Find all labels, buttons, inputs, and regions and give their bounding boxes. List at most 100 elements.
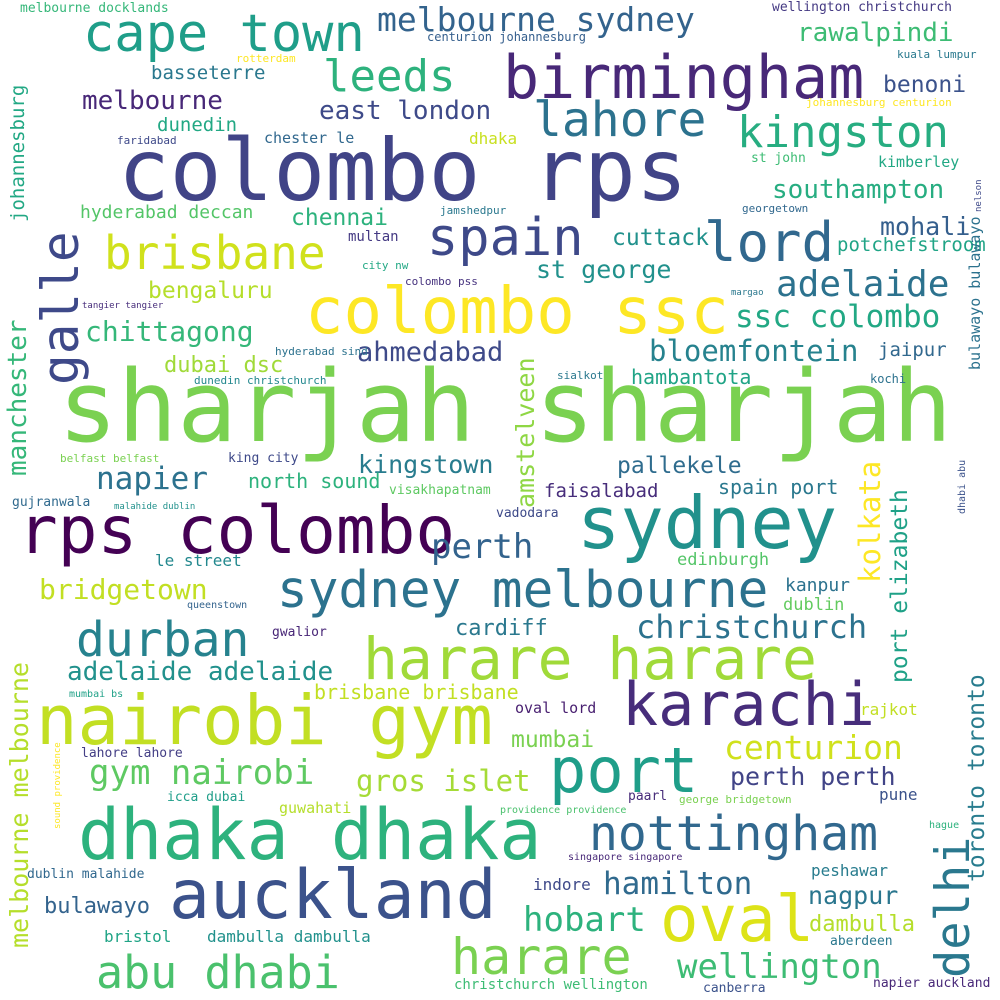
word-dambulla-dambulla: dambulla dambulla [207, 927, 371, 946]
word-kochi: kochi [870, 372, 907, 386]
word-st-john: st john [751, 151, 806, 166]
word-pallekele: pallekele [617, 453, 742, 479]
word-colombo-ssc: colombo ssc [305, 275, 729, 349]
word-delhi: kolkata [853, 460, 887, 583]
word-jaipur: jaipur [878, 339, 947, 361]
word-sydney-melbourne: sydney melbourne [277, 561, 769, 620]
word-hobart: hobart [523, 900, 646, 940]
word-harare: harare [451, 928, 632, 986]
word-cardiff: cardiff [455, 616, 548, 641]
word-dhaka: dhaka [469, 129, 518, 148]
word-kimberley: kimberley [878, 153, 960, 171]
word-peshawar: peshawar [811, 861, 889, 880]
word-brisbane: brisbane [104, 226, 326, 280]
word-sharjah-sharjah: sharjah sharjah [58, 350, 953, 465]
word-dambulla: dambulla [809, 912, 915, 937]
word-johannesburg: manchester [3, 319, 33, 476]
word-hamilton: hamilton [603, 866, 753, 902]
word-mohali: mohali [880, 212, 971, 241]
word-edinburgh: edinburgh [677, 550, 770, 570]
word-centurion-johannesburg: centurion johannesburg [427, 30, 586, 44]
word-oval: oval [660, 883, 815, 957]
word-nelson: dhabi abu [957, 459, 968, 514]
word-lord: lord [704, 211, 835, 274]
word-tangier-tangier: tangier tangier [82, 301, 164, 311]
word-basseterre: basseterre [151, 62, 266, 84]
word-dublin-malahide: dublin malahide [27, 867, 145, 882]
word-rajkot: rajkot [860, 700, 918, 719]
word-multan: multan [348, 229, 399, 245]
word-lahore-lahore: lahore lahore [81, 746, 183, 761]
word-harare-harare: harare harare [363, 625, 817, 693]
word-gwalior: gwalior [272, 625, 327, 640]
word-chennai: chennai [291, 205, 388, 231]
word-potchefstroom: potchefstroom [837, 234, 986, 256]
word-providence-providence: providence providence [500, 805, 627, 816]
word-gros-islet: gros islet [356, 764, 531, 798]
word-gym-nairobi: gym nairobi [89, 753, 315, 793]
word-king-city: king city [228, 451, 299, 466]
word-icca-dubai: icca dubai [167, 790, 246, 805]
word-bulawayo: bulawayo [44, 894, 150, 919]
word-canberra: canberra [703, 981, 766, 996]
word-faridabad: faridabad [117, 134, 177, 147]
word-oval-lord: oval lord [515, 699, 597, 717]
word-sydney: sydney [577, 481, 838, 565]
word-dublin: dublin [783, 595, 845, 615]
word-hague: hague [929, 820, 960, 831]
word-hyderabad-sind: hyderabad sind [275, 345, 368, 358]
word-kuala-lumpur: kuala lumpur [897, 48, 977, 61]
word-leeds: leeds [323, 51, 456, 102]
word-george-bridgetown: george bridgetown [679, 793, 792, 806]
word-bengaluru: bengaluru [148, 278, 273, 304]
word-melbourne-melbourne: toronto toronto [964, 674, 990, 882]
word-karachi: karachi [622, 670, 875, 740]
word-dubai-dsc: dubai dsc [164, 353, 284, 378]
word-nairobi-gym: nairobi gym [36, 681, 493, 761]
word-malahide-dublin: malahide dublin [114, 502, 196, 512]
word-spain-port: spain port [718, 475, 839, 499]
word-gujranwala: gujranwala [12, 495, 91, 510]
word-spain: spain [427, 208, 584, 268]
word-georgetown: georgetown [742, 202, 809, 215]
word-jamshedpur: jamshedpur [440, 204, 507, 217]
word-rps-colombo: rps colombo [18, 492, 456, 569]
word-kingston: kingston [737, 107, 949, 158]
word-visakhapatnam: visakhapatnam [389, 483, 491, 498]
word-belfast-belfast: belfast belfast [60, 452, 160, 465]
word-napier: napier [96, 461, 208, 497]
word-melbourne-docklands: melbourne docklands [20, 1, 169, 16]
word-lahore: lahore [533, 92, 707, 148]
word-bristol: bristol [104, 927, 172, 946]
word-mumbai-bs: mumbai bs [69, 689, 124, 700]
word-durban: durban [76, 612, 250, 668]
word-manchester: galle [32, 231, 91, 385]
word-east-london: east london [319, 96, 492, 126]
word-st-george: st george [536, 255, 672, 284]
word-melbourne-sydney: melbourne sydney [377, 0, 695, 39]
word-ahmedabad: ahmedabad [357, 337, 504, 368]
word-perth: perth [431, 527, 534, 567]
word-margao: margao [731, 288, 764, 298]
word-perth-perth: perth perth [730, 762, 896, 791]
word-christchurch-wellington: christchurch wellington [454, 977, 648, 993]
word-amstelveen: johannesburg [7, 84, 29, 222]
word-kanpur: kanpur [785, 575, 851, 596]
word-rotterdam: rotterdam [236, 52, 296, 65]
word-hambantota: hambantota [631, 365, 752, 389]
word-city-nw: city nw [362, 259, 409, 272]
word-centurion: centurion [724, 728, 903, 767]
word-faisalabad: faisalabad [544, 480, 659, 502]
word-cape-town: cape town [83, 4, 365, 64]
word-napier-auckland: napier auckland [873, 976, 991, 991]
word-wellington-christchurch: wellington christchurch [772, 0, 953, 15]
word-kolkata: amstelveen [511, 357, 540, 508]
word-indore: indore [533, 875, 591, 894]
word-queenstown: queenstown [187, 600, 248, 611]
word-wellington: wellington [677, 947, 882, 987]
word-pune: pune [879, 785, 918, 804]
word-nagpur: nagpur [808, 881, 899, 910]
word-auckland: auckland [169, 856, 497, 935]
word-johannesburg-centurion: johannesburg centurion [806, 96, 952, 109]
